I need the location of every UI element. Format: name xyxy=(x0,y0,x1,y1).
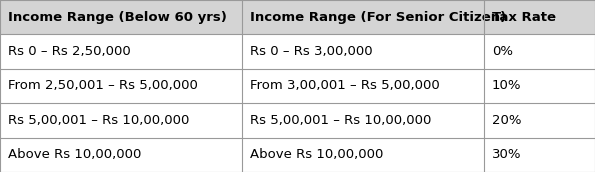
Bar xyxy=(0,34,242,69)
Bar xyxy=(242,69,484,103)
Text: Rs 0 – Rs 2,50,000: Rs 0 – Rs 2,50,000 xyxy=(8,45,131,58)
Text: Income Range (Below 60 yrs): Income Range (Below 60 yrs) xyxy=(8,11,227,24)
Text: Income Range (For Senior Citizen): Income Range (For Senior Citizen) xyxy=(250,11,506,24)
Bar xyxy=(242,138,484,172)
Text: Rs 5,00,001 – Rs 10,00,000: Rs 5,00,001 – Rs 10,00,000 xyxy=(8,114,189,127)
Bar xyxy=(484,69,595,103)
Bar xyxy=(242,103,484,138)
Text: 30%: 30% xyxy=(492,148,521,161)
Bar xyxy=(484,103,595,138)
Text: Rs 0 – Rs 3,00,000: Rs 0 – Rs 3,00,000 xyxy=(250,45,372,58)
Bar xyxy=(0,0,242,34)
Bar xyxy=(484,138,595,172)
Text: Above Rs 10,00,000: Above Rs 10,00,000 xyxy=(8,148,142,161)
Bar xyxy=(242,34,484,69)
Text: 10%: 10% xyxy=(492,79,521,93)
Text: Tax Rate: Tax Rate xyxy=(492,11,556,24)
Text: 0%: 0% xyxy=(492,45,513,58)
Text: Above Rs 10,00,000: Above Rs 10,00,000 xyxy=(250,148,383,161)
Text: Rs 5,00,001 – Rs 10,00,000: Rs 5,00,001 – Rs 10,00,000 xyxy=(250,114,431,127)
Text: From 3,00,001 – Rs 5,00,000: From 3,00,001 – Rs 5,00,000 xyxy=(250,79,440,93)
Text: 20%: 20% xyxy=(492,114,521,127)
Text: From 2,50,001 – Rs 5,00,000: From 2,50,001 – Rs 5,00,000 xyxy=(8,79,198,93)
Bar xyxy=(484,34,595,69)
Bar xyxy=(0,69,242,103)
Bar xyxy=(242,0,484,34)
Bar xyxy=(0,138,242,172)
Bar xyxy=(0,103,242,138)
Bar xyxy=(484,0,595,34)
